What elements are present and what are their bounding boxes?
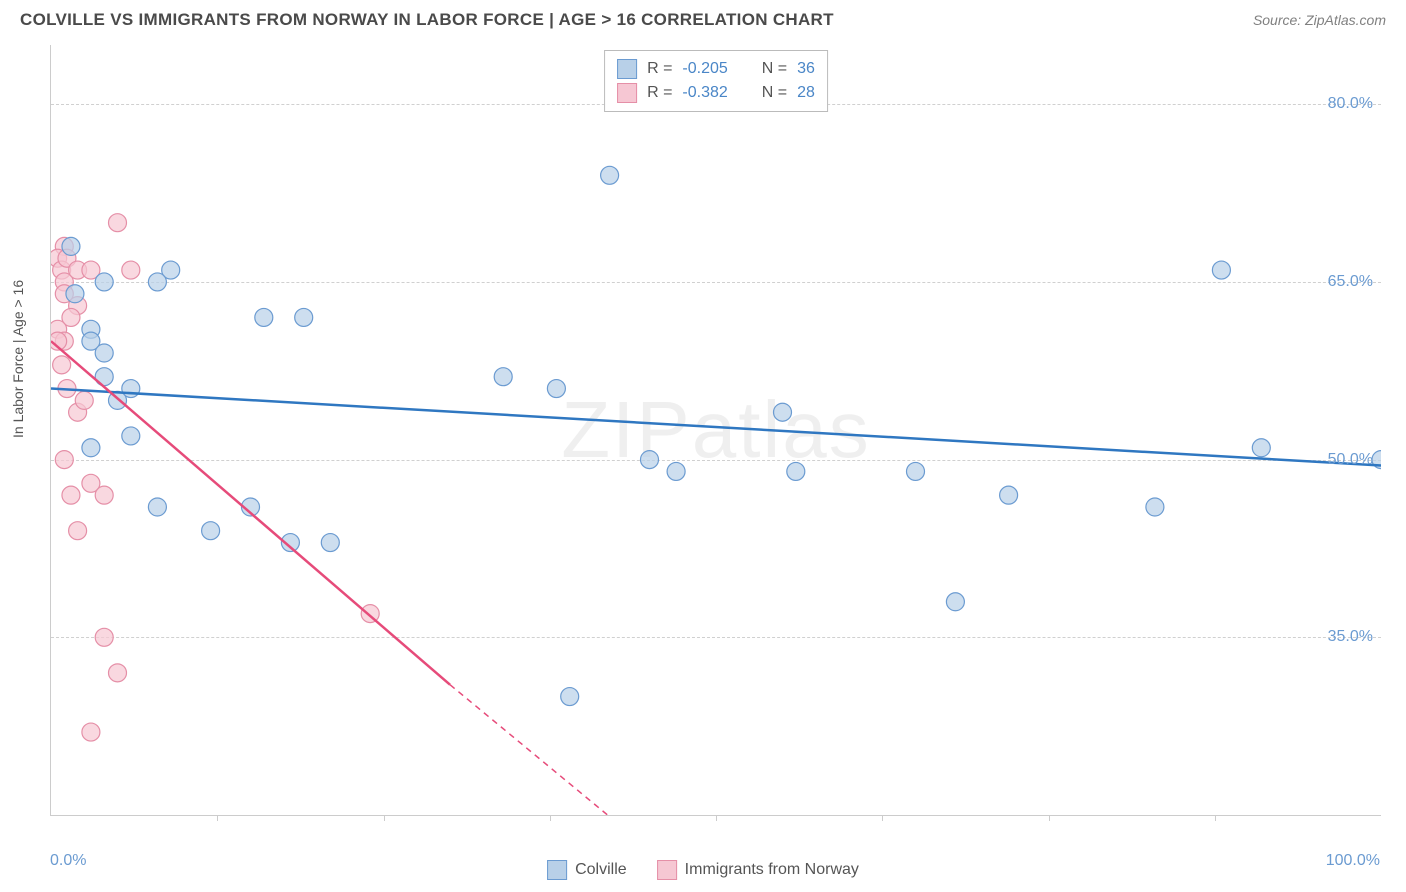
legend-swatch xyxy=(617,83,637,103)
legend-r-label: R = xyxy=(647,60,672,78)
data-point-pink xyxy=(109,664,127,682)
trendline-blue xyxy=(51,389,1381,466)
data-point-blue xyxy=(255,308,273,326)
chart-title: COLVILLE VS IMMIGRANTS FROM NORWAY IN LA… xyxy=(20,10,834,30)
data-point-pink xyxy=(82,723,100,741)
data-point-pink xyxy=(55,451,73,469)
data-point-blue xyxy=(295,308,313,326)
data-point-blue xyxy=(1252,439,1270,457)
data-point-blue xyxy=(946,593,964,611)
data-point-blue xyxy=(202,522,220,540)
data-point-blue xyxy=(95,344,113,362)
data-point-blue xyxy=(774,403,792,421)
data-point-pink xyxy=(109,214,127,232)
data-point-blue xyxy=(148,498,166,516)
data-point-blue xyxy=(907,462,925,480)
data-point-blue xyxy=(641,451,659,469)
data-point-blue xyxy=(601,166,619,184)
y-tick-label: 80.0% xyxy=(1328,95,1373,113)
data-point-blue xyxy=(494,368,512,386)
data-point-blue xyxy=(122,427,140,445)
data-point-pink xyxy=(69,522,87,540)
scatter-plot-svg xyxy=(51,45,1381,815)
data-point-blue xyxy=(321,534,339,552)
data-point-blue xyxy=(1212,261,1230,279)
x-tick xyxy=(1049,815,1050,821)
legend-n-value: 36 xyxy=(797,60,815,78)
legend-n-label: N = xyxy=(762,60,787,78)
data-point-blue xyxy=(547,380,565,398)
data-point-pink xyxy=(95,628,113,646)
legend-n-value: 28 xyxy=(797,84,815,102)
legend-r-label: R = xyxy=(647,84,672,102)
data-point-blue xyxy=(561,688,579,706)
y-tick-label: 65.0% xyxy=(1328,273,1373,291)
legend-r-value: -0.205 xyxy=(682,60,727,78)
x-axis-min-label: 0.0% xyxy=(50,852,86,870)
legend-series-item: Immigrants from Norway xyxy=(657,860,859,880)
legend-n-label: N = xyxy=(762,84,787,102)
data-point-pink xyxy=(75,391,93,409)
y-tick-label: 50.0% xyxy=(1328,451,1373,469)
legend-swatch xyxy=(657,860,677,880)
legend-row: R = -0.205 N = 36 xyxy=(617,57,815,81)
chart-plot-area: ZIPatlas R =-0.205N =36R =-0.382N =28 35… xyxy=(50,45,1381,816)
x-tick xyxy=(882,815,883,821)
x-tick xyxy=(384,815,385,821)
data-point-blue xyxy=(787,462,805,480)
data-point-blue xyxy=(1000,486,1018,504)
legend-series-label: Colville xyxy=(575,861,627,879)
data-point-blue xyxy=(82,439,100,457)
legend-row: R = -0.382 N = 28 xyxy=(617,81,815,105)
y-tick-label: 35.0% xyxy=(1328,628,1373,646)
legend-r-value: -0.382 xyxy=(682,84,727,102)
x-axis-max-label: 100.0% xyxy=(1326,852,1380,870)
data-point-pink xyxy=(53,356,71,374)
x-tick xyxy=(716,815,717,821)
data-point-pink xyxy=(122,261,140,279)
data-point-pink xyxy=(95,486,113,504)
y-axis-label: In Labor Force | Age > 16 xyxy=(10,280,26,438)
x-tick xyxy=(1215,815,1216,821)
legend-swatch xyxy=(547,860,567,880)
data-point-blue xyxy=(148,273,166,291)
legend-swatch xyxy=(617,59,637,79)
data-point-blue xyxy=(1146,498,1164,516)
x-tick xyxy=(550,815,551,821)
legend-correlation-box: R = -0.205 N = 36 R = -0.382 N = 28 xyxy=(604,50,828,112)
source-attribution: Source: ZipAtlas.com xyxy=(1253,12,1386,28)
data-point-blue xyxy=(66,285,84,303)
trendline-pink-extrapolated xyxy=(450,685,636,815)
data-point-blue xyxy=(95,273,113,291)
data-point-pink xyxy=(62,486,80,504)
legend-series: Colville Immigrants from Norway xyxy=(547,860,859,880)
data-point-blue xyxy=(667,462,685,480)
legend-series-item: Colville xyxy=(547,860,627,880)
x-tick xyxy=(217,815,218,821)
legend-series-label: Immigrants from Norway xyxy=(685,861,859,879)
data-point-blue xyxy=(62,237,80,255)
